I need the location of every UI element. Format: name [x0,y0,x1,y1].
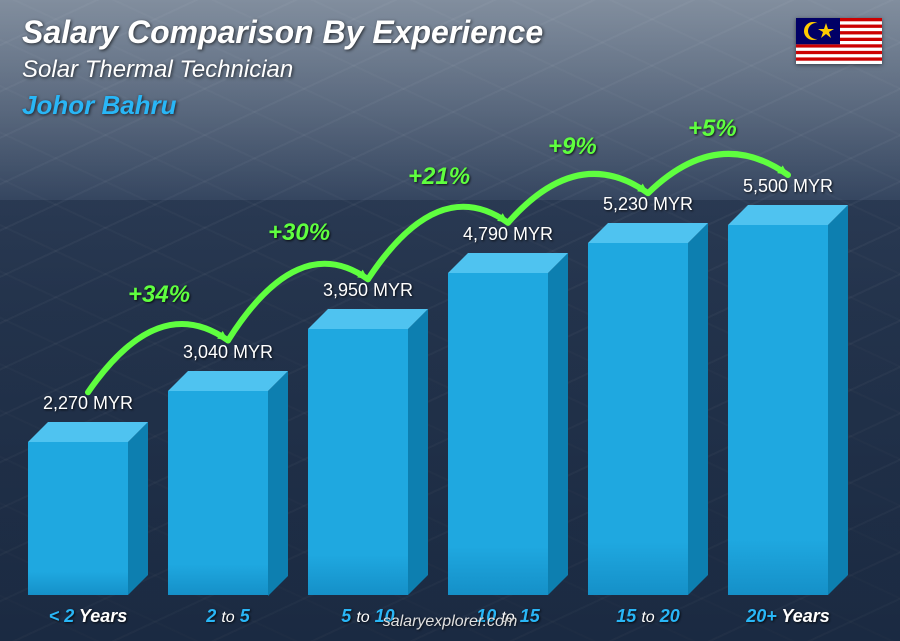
bar-side [128,422,148,595]
bar-value-label: 4,790 MYR [463,224,553,245]
increase-pct-label: +34% [128,281,190,309]
increase-pct-label: +9% [548,133,597,161]
footer-attribution: salaryexplorer.com [0,613,900,631]
bar-value-label: 5,230 MYR [603,194,693,215]
bar-top [308,309,428,329]
bar-chart: 2,270 MYR< 2 Years3,040 MYR2 to 53,950 M… [28,95,860,595]
bar-value-label: 3,040 MYR [183,342,273,363]
bar-top [168,371,288,391]
bar-front [308,329,408,595]
bar-4: 5,230 MYR [588,243,708,595]
bar-side [268,371,288,596]
bar-2: 3,950 MYR [308,329,428,595]
bar-front [168,391,268,596]
bar-top [28,422,148,442]
bar-side [828,205,848,595]
bar-value-label: 2,270 MYR [43,393,133,414]
chart-subtitle: Solar Thermal Technician [22,56,293,84]
bar-front [448,273,548,595]
bar-top [448,253,568,273]
increase-pct-label: +21% [408,163,470,191]
bar-3: 4,790 MYR [448,273,568,595]
bar-5: 5,500 MYR [728,225,848,595]
bar-front [588,243,688,595]
bar-top [588,223,708,243]
bar-side [408,309,428,595]
bar-side [688,223,708,595]
bar-front [728,225,828,595]
content-root: Salary Comparison By Experience Solar Th… [0,0,900,641]
increase-pct-label: +30% [268,219,330,247]
bar-value-label: 3,950 MYR [323,280,413,301]
bar-front [28,442,128,595]
bar-1: 3,040 MYR [168,391,288,596]
bar-side [548,253,568,595]
increase-pct-label: +5% [688,115,737,143]
bar-value-label: 5,500 MYR [743,176,833,197]
bar-0: 2,270 MYR [28,442,148,595]
malaysia-flag-icon [796,18,882,64]
chart-title: Salary Comparison By Experience [22,14,543,51]
bar-top [728,205,848,225]
